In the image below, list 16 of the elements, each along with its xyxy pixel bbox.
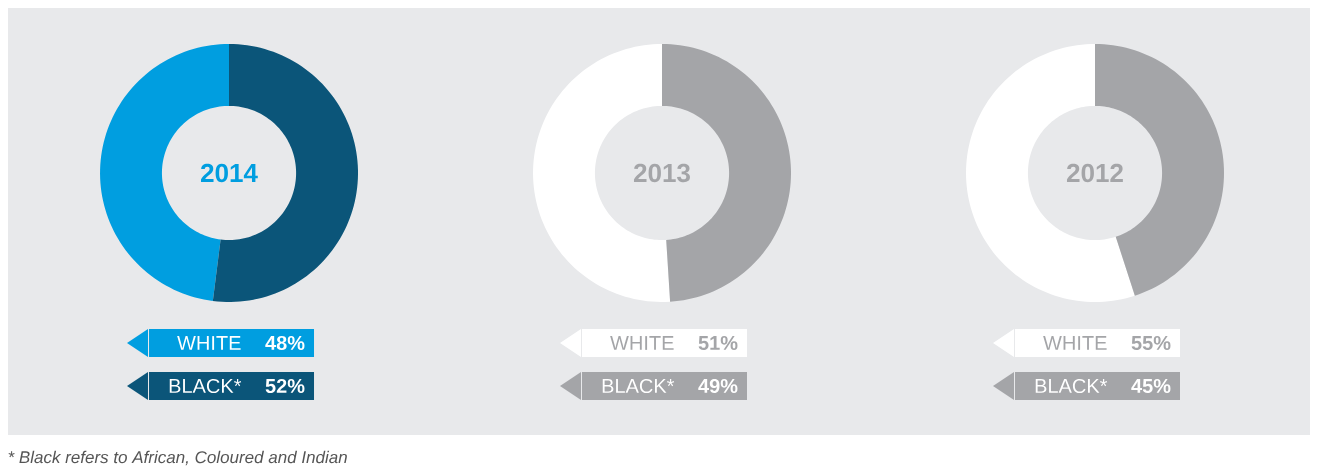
- data-label: 48%: [265, 335, 305, 351]
- legend-label: WHITE: [177, 336, 241, 350]
- text: 2012: [1066, 163, 1123, 183]
- data-label: 55%: [1131, 335, 1171, 351]
- data-label: 52%: [265, 378, 305, 394]
- legend-label: BLACK*: [602, 378, 675, 394]
- data-label: 45%: [1131, 378, 1171, 394]
- legend-label: WHITE: [610, 336, 674, 350]
- legend-label: BLACK*: [1035, 378, 1108, 394]
- data-label: 51%: [698, 335, 738, 351]
- text: 2013: [633, 163, 690, 183]
- legend-label: BLACK*: [169, 378, 242, 394]
- text: 2014: [200, 163, 258, 183]
- legend-label: WHITE: [1043, 336, 1107, 350]
- text: * Black refers to African, Coloured and Indian: [8, 450, 347, 466]
- data-label: 49%: [698, 378, 738, 394]
